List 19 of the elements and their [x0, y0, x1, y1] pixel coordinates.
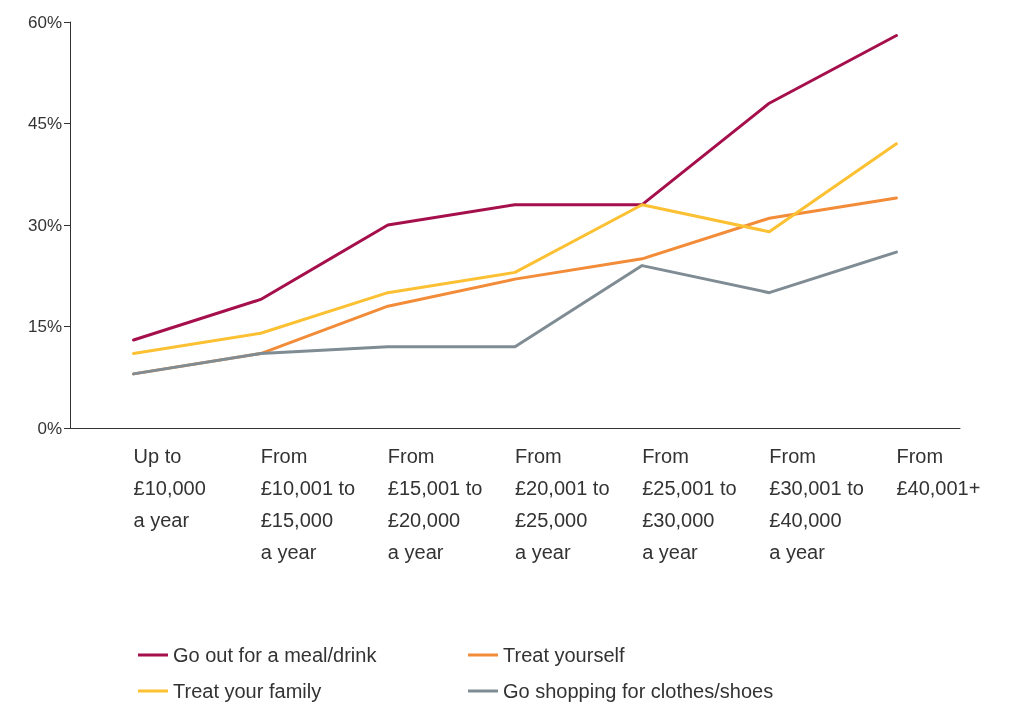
- legend-label: Go shopping for clothes/shoes: [503, 680, 774, 702]
- x-tick-label: From £30,001 to £40,000 a year: [769, 445, 864, 563]
- y-tick-label: 45%: [27, 114, 62, 133]
- x-tick-label: From £20,001 to £25,000 a year: [515, 445, 610, 563]
- legend-label: Treat yourself: [503, 644, 625, 666]
- y-tick-label: 15%: [27, 317, 62, 336]
- line-series: [132, 142, 898, 356]
- x-tick-label: From £40,001+: [896, 445, 981, 499]
- legend-label: Treat your family: [173, 680, 322, 702]
- x-tick-label: Up to £10,000 a year: [133, 445, 206, 531]
- y-tick-label: 0%: [37, 418, 62, 438]
- x-tick-label: From £10,001 to £15,000 a year: [260, 445, 356, 563]
- line-series: [132, 34, 898, 342]
- y-tick-label: 30%: [27, 215, 62, 235]
- x-tick-label: From £25,001 to £30,000 a year: [642, 445, 737, 563]
- line-series: [132, 250, 898, 376]
- x-tick-label: From £15,001 to £20,000 a year: [387, 445, 483, 563]
- y-tick-label: 60%: [27, 12, 62, 32]
- legend-label: Go out for a meal/drink: [173, 644, 378, 666]
